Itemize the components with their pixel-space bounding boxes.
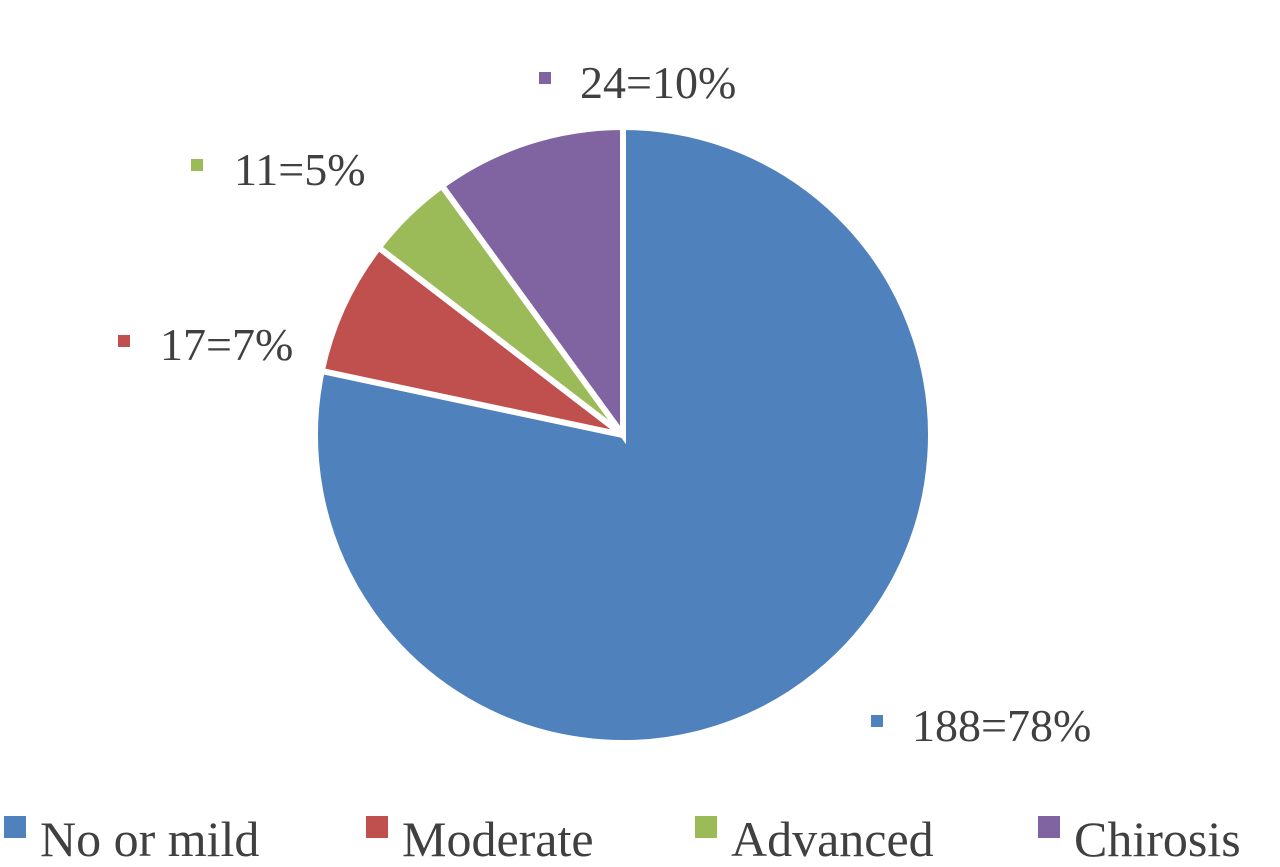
data-label-moderate: 17=7% (160, 319, 293, 370)
legend-swatch-chirosis (1038, 816, 1060, 838)
pie-slices (312, 123, 934, 746)
legend-label-moderate: Moderate (402, 811, 594, 867)
data-label-marker-no-or-mild (871, 715, 883, 727)
pie-slice-moderate (318, 243, 625, 438)
data-label-no-or-mild: 188=78% (912, 700, 1091, 751)
legend-swatch-no-or-mild (4, 816, 26, 838)
legend-swatch-moderate (366, 816, 388, 838)
legend-label-chirosis: Chirosis (1074, 811, 1241, 867)
legend-label-advanced: Advanced (731, 811, 934, 867)
data-labels: 188=78% 17=7% 11=5% 24=10% (118, 57, 1091, 751)
data-label-advanced: 11=5% (234, 144, 366, 195)
data-label-chirosis: 24=10% (580, 57, 736, 108)
data-label-marker-advanced (191, 159, 203, 171)
data-label-marker-moderate (118, 335, 130, 347)
pie-slice-chirosis (437, 123, 626, 445)
legend: No or mild Moderate Advanced Chirosis (4, 811, 1241, 867)
legend-label-no-or-mild: No or mild (40, 811, 259, 867)
legend-swatch-advanced (695, 816, 717, 838)
data-label-marker-chirosis (539, 72, 551, 84)
